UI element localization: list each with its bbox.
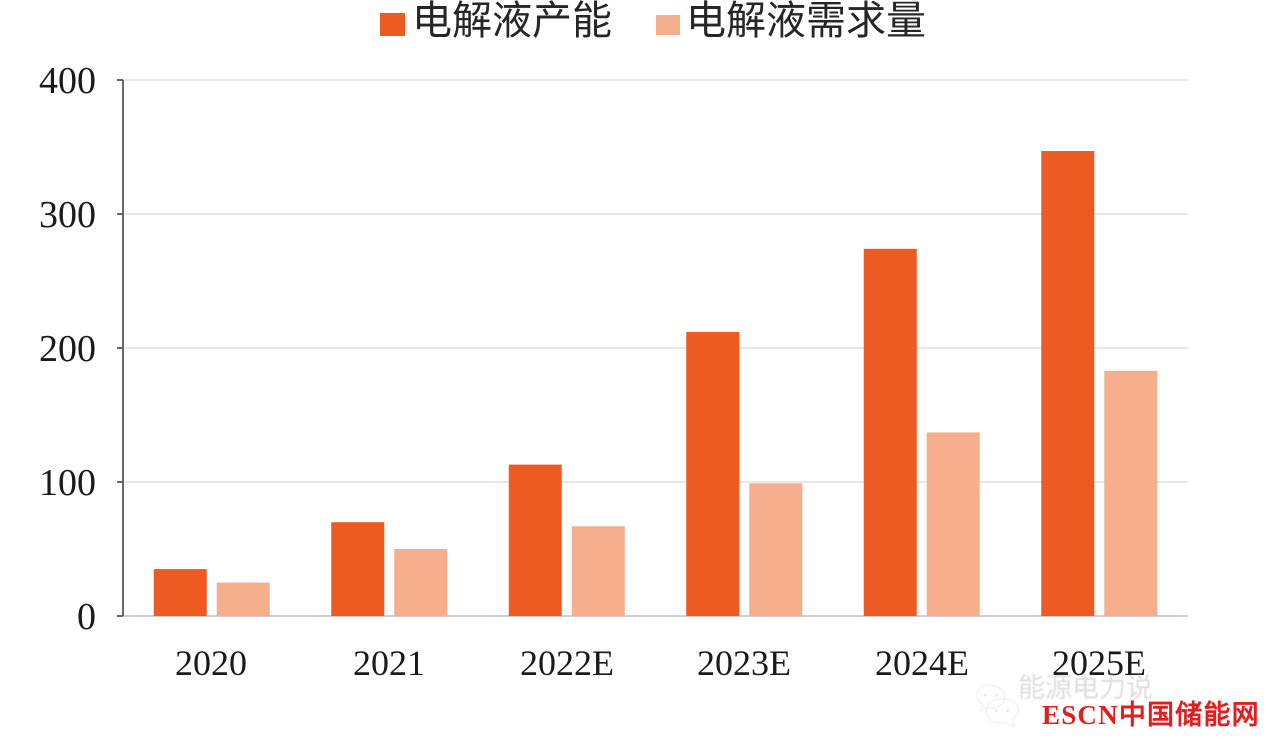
svg-text:ESCN中国储能网: ESCN中国储能网	[1042, 699, 1260, 730]
svg-text:能源电力说: 能源电力说	[1018, 673, 1153, 703]
